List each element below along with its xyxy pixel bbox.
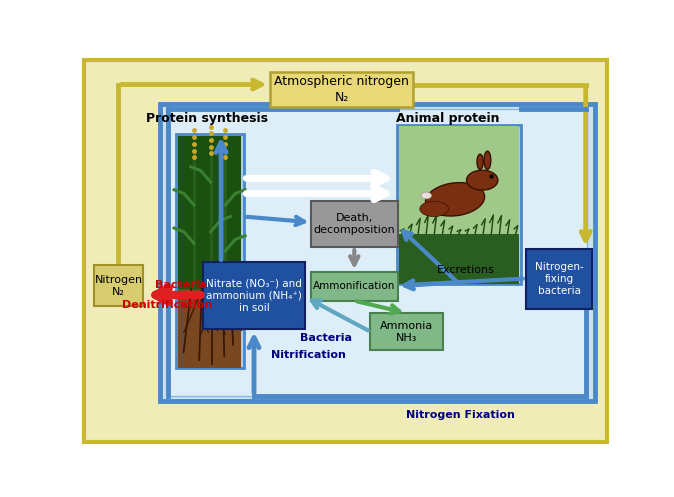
Bar xyxy=(178,289,241,368)
Bar xyxy=(176,134,243,368)
Bar xyxy=(204,262,305,330)
Text: Nitrification: Nitrification xyxy=(272,350,346,360)
Text: Ammonification: Ammonification xyxy=(313,281,396,291)
Bar xyxy=(94,265,144,307)
Ellipse shape xyxy=(420,201,448,217)
Text: Denitrification: Denitrification xyxy=(121,300,212,310)
Bar xyxy=(399,234,519,283)
Bar xyxy=(371,313,443,350)
Text: Bacteria: Bacteria xyxy=(155,280,207,290)
Bar xyxy=(396,125,521,283)
Text: Excretions: Excretions xyxy=(437,265,495,275)
Text: Nitrate (NO₃⁻) and
ammonium (NH₄⁺)
in soil: Nitrate (NO₃⁻) and ammonium (NH₄⁺) in so… xyxy=(206,278,302,313)
Ellipse shape xyxy=(484,151,491,169)
Bar xyxy=(178,136,241,289)
Bar xyxy=(160,104,594,401)
Text: Animal protein: Animal protein xyxy=(396,112,499,125)
Ellipse shape xyxy=(477,154,483,169)
Ellipse shape xyxy=(421,192,431,199)
Bar xyxy=(526,248,592,309)
Text: Nitrogen
N₂: Nitrogen N₂ xyxy=(94,275,142,297)
Bar xyxy=(270,72,413,107)
Ellipse shape xyxy=(425,182,485,216)
Text: Death,
decomposition: Death, decomposition xyxy=(313,213,396,236)
Ellipse shape xyxy=(466,170,498,190)
Text: Bacteria: Bacteria xyxy=(299,333,352,343)
Bar xyxy=(399,126,519,234)
Bar xyxy=(168,109,587,396)
Bar xyxy=(311,272,398,301)
Text: Nitrogen-
fixing
bacteria: Nitrogen- fixing bacteria xyxy=(534,261,584,296)
Text: Nitrogen Fixation: Nitrogen Fixation xyxy=(406,410,515,420)
Text: Atmospheric nitrogen
N₂: Atmospheric nitrogen N₂ xyxy=(274,76,409,104)
Bar xyxy=(311,201,398,247)
Text: Ammonia
NH₃: Ammonia NH₃ xyxy=(380,321,433,343)
Text: Protein synthesis: Protein synthesis xyxy=(146,112,268,125)
